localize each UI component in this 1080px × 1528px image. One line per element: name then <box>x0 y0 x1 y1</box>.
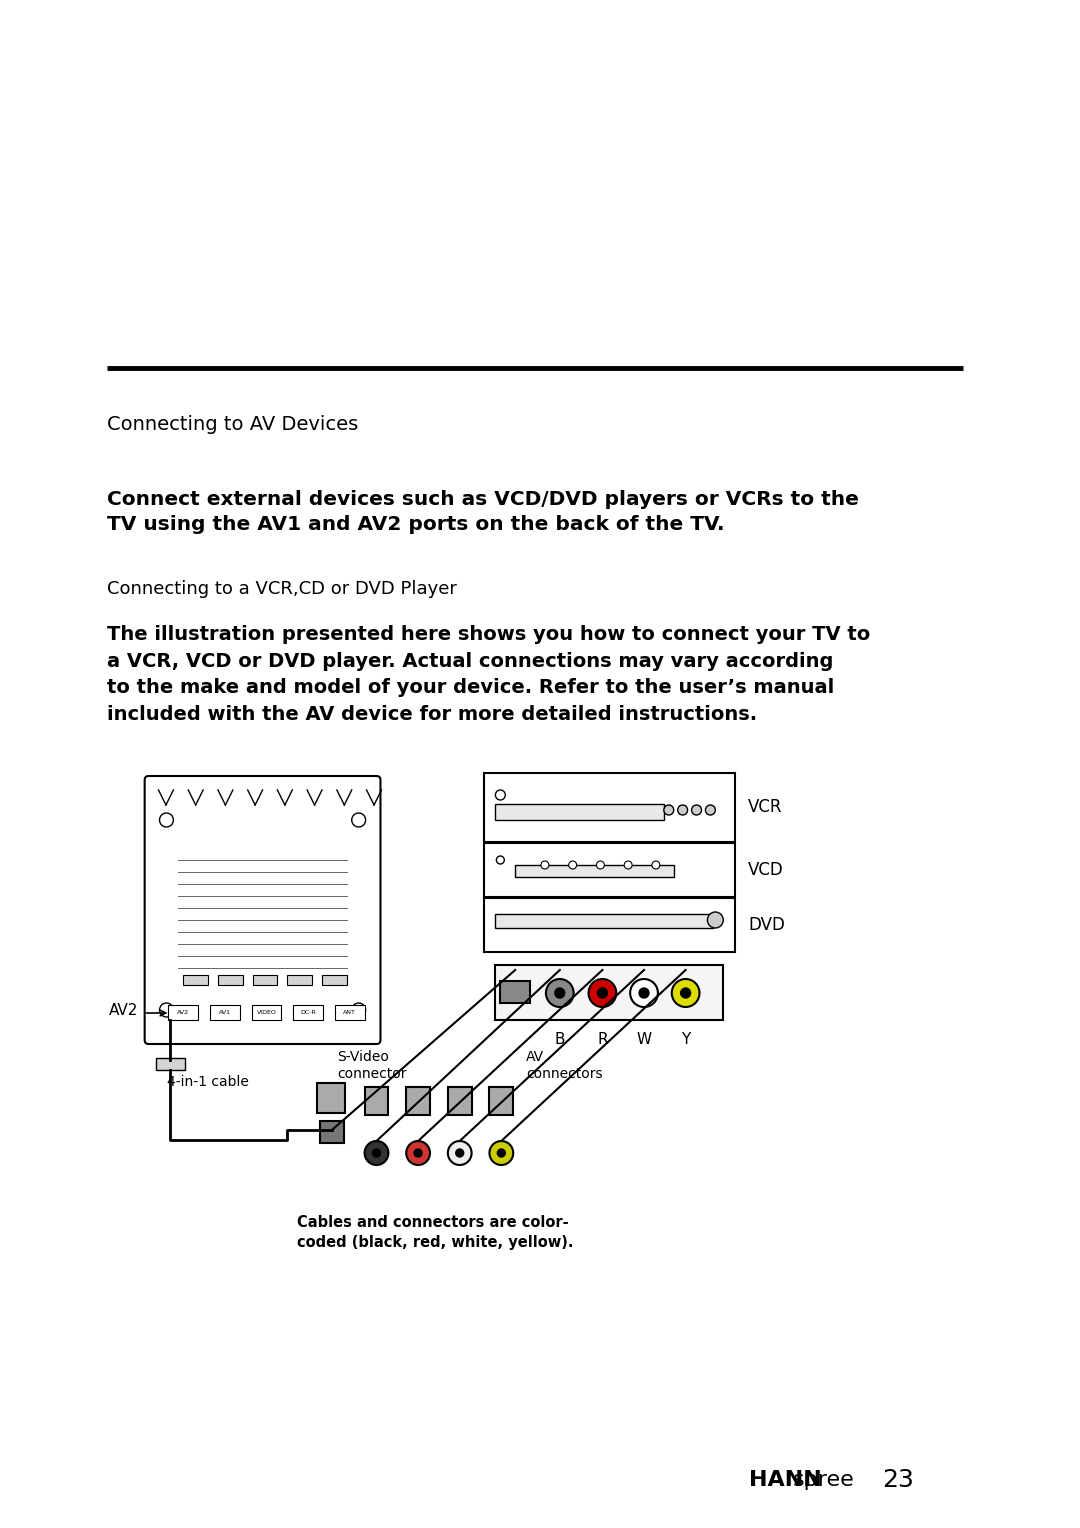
Bar <box>448 1086 472 1115</box>
Circle shape <box>624 860 632 869</box>
Circle shape <box>691 805 702 814</box>
Circle shape <box>160 1002 174 1018</box>
Circle shape <box>160 813 174 827</box>
Bar <box>406 1086 430 1115</box>
Text: 4-in-1 cable: 4-in-1 cable <box>167 1076 249 1089</box>
Bar <box>365 1086 389 1115</box>
Circle shape <box>406 1141 430 1164</box>
FancyBboxPatch shape <box>484 898 735 952</box>
Text: B: B <box>554 1031 565 1047</box>
Bar <box>210 1005 240 1021</box>
Bar <box>252 1005 282 1021</box>
Bar <box>184 975 208 986</box>
Bar <box>496 914 714 927</box>
Text: W: W <box>636 1031 651 1047</box>
Circle shape <box>497 856 504 863</box>
Circle shape <box>652 860 660 869</box>
Circle shape <box>373 1149 380 1157</box>
Circle shape <box>630 979 658 1007</box>
Circle shape <box>677 805 688 814</box>
Bar <box>294 1005 323 1021</box>
Circle shape <box>365 1141 389 1164</box>
FancyBboxPatch shape <box>484 773 735 842</box>
Text: R: R <box>597 1031 608 1047</box>
Bar <box>322 975 347 986</box>
Text: Connecting to AV Devices: Connecting to AV Devices <box>107 416 359 434</box>
Text: DC-R: DC-R <box>300 1010 316 1015</box>
Bar <box>496 966 724 1021</box>
Bar <box>515 865 674 877</box>
Circle shape <box>664 805 674 814</box>
Text: AV
connectors: AV connectors <box>526 1050 603 1082</box>
Text: The illustration presented here shows you how to connect your TV to
a VCR, VCD o: The illustration presented here shows yo… <box>107 625 870 723</box>
Text: S-Video
connector: S-Video connector <box>337 1050 406 1082</box>
Circle shape <box>597 989 607 998</box>
Circle shape <box>541 860 549 869</box>
Circle shape <box>352 813 366 827</box>
Text: spree: spree <box>793 1470 854 1490</box>
FancyBboxPatch shape <box>145 776 380 1044</box>
Circle shape <box>456 1149 463 1157</box>
Circle shape <box>489 1141 513 1164</box>
Bar <box>253 975 278 986</box>
Text: AV2: AV2 <box>177 1010 189 1015</box>
Text: Connecting to a VCR,CD or DVD Player: Connecting to a VCR,CD or DVD Player <box>107 581 457 597</box>
Text: Y: Y <box>681 1031 690 1047</box>
Text: VIDEO: VIDEO <box>257 1010 276 1015</box>
Circle shape <box>680 989 690 998</box>
Text: VCD: VCD <box>748 860 784 879</box>
Bar <box>156 1057 186 1070</box>
Bar <box>168 1005 198 1021</box>
Text: Connect external devices such as VCD/DVD players or VCRs to the
TV using the AV1: Connect external devices such as VCD/DVD… <box>107 490 859 533</box>
Text: DVD: DVD <box>748 915 785 934</box>
Bar <box>335 1005 365 1021</box>
Text: Cables and connectors are color-
coded (black, red, white, yellow).: Cables and connectors are color- coded (… <box>297 1215 573 1250</box>
Circle shape <box>498 1149 505 1157</box>
Bar <box>318 1083 345 1112</box>
Circle shape <box>352 1002 366 1018</box>
Circle shape <box>672 979 700 1007</box>
Circle shape <box>589 979 617 1007</box>
Circle shape <box>545 979 573 1007</box>
Text: ANT: ANT <box>343 1010 356 1015</box>
Circle shape <box>707 912 724 927</box>
Bar <box>489 1086 513 1115</box>
FancyBboxPatch shape <box>484 843 735 897</box>
Text: AV1: AV1 <box>219 1010 231 1015</box>
Bar <box>287 975 312 986</box>
Circle shape <box>496 790 505 801</box>
Circle shape <box>705 805 715 814</box>
Text: AV2: AV2 <box>109 1002 138 1018</box>
Bar <box>500 981 530 1002</box>
Text: 23: 23 <box>881 1468 914 1491</box>
Circle shape <box>555 989 565 998</box>
Circle shape <box>596 860 605 869</box>
Circle shape <box>414 1149 422 1157</box>
Bar <box>320 1122 343 1143</box>
Text: VCR: VCR <box>748 798 783 816</box>
Circle shape <box>448 1141 472 1164</box>
Circle shape <box>639 989 649 998</box>
Bar <box>496 804 664 821</box>
Text: HANN: HANN <box>750 1470 822 1490</box>
Bar <box>218 975 243 986</box>
Circle shape <box>569 860 577 869</box>
